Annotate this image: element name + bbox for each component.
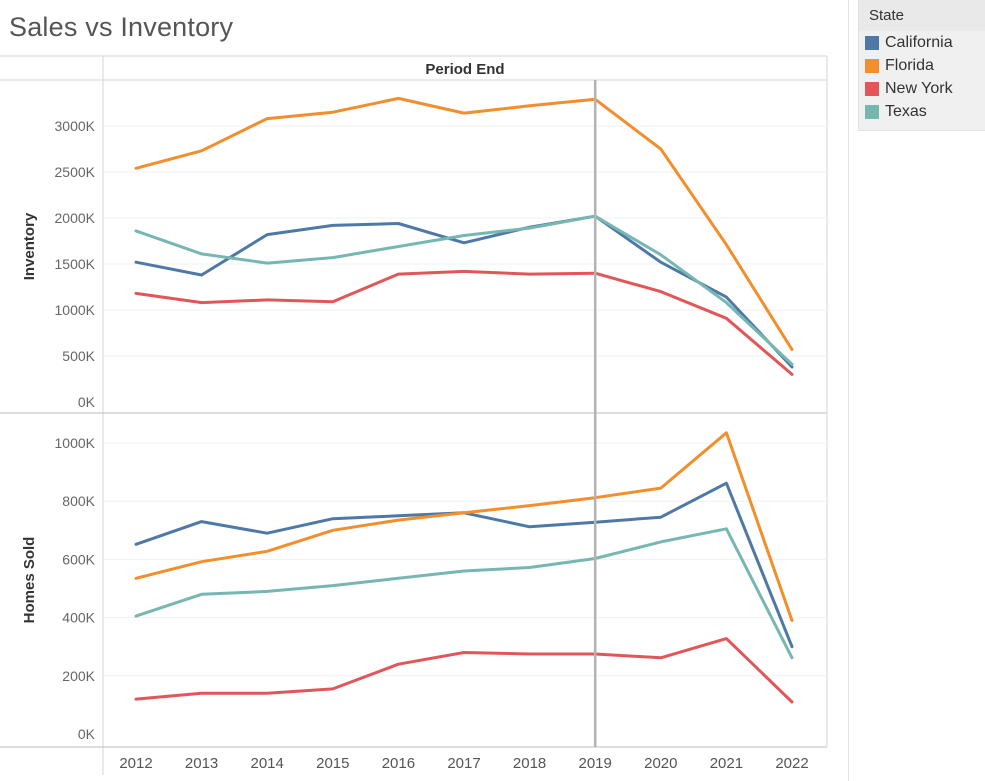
legend-item-new-york[interactable]: New York	[859, 77, 985, 100]
x-tick-label: 2017	[447, 755, 480, 772]
legend-label-florida: Florida	[885, 56, 934, 74]
legend-swatch-texas	[865, 104, 879, 119]
series-line-texas	[134, 527, 794, 660]
y-tick-label: 0K	[78, 394, 96, 410]
y-axis-label: Homes Sold	[21, 537, 38, 624]
x-tick-label: 2020	[644, 755, 677, 772]
series-line-new-york	[134, 269, 794, 376]
column-header: Period End	[425, 61, 504, 78]
x-tick-label: 2018	[513, 755, 546, 772]
x-tick-label: 2013	[185, 755, 218, 772]
y-tick-label: 800K	[62, 493, 95, 509]
legend-swatch-new-york	[865, 81, 879, 96]
legend-swatch-california	[865, 35, 879, 50]
x-tick-label: 2022	[775, 755, 808, 772]
series-line-new-york	[134, 637, 794, 704]
chart-title: Sales vs Inventory	[9, 12, 234, 42]
y-tick-label: 3000K	[55, 118, 96, 134]
legend-label-texas: Texas	[885, 102, 927, 120]
y-tick-label: 2500K	[55, 164, 96, 180]
y-tick-label: 200K	[62, 668, 95, 684]
y-tick-label: 600K	[62, 551, 95, 567]
series-line-california	[134, 214, 794, 369]
legend-item-texas[interactable]: Texas	[859, 100, 985, 123]
y-axis-label: Inventory	[21, 212, 38, 280]
legend-item-california[interactable]: California	[859, 31, 985, 54]
legend-title: State	[859, 0, 985, 31]
x-tick-label: 2019	[579, 755, 612, 772]
legend-item-florida[interactable]: Florida	[859, 54, 985, 77]
series-line-florida	[134, 96, 794, 352]
legend-label-new-york: New York	[885, 79, 953, 97]
legend-label-california: California	[885, 33, 953, 51]
legend-swatch-florida	[865, 58, 879, 73]
x-tick-label: 2021	[710, 755, 743, 772]
y-tick-label: 2000K	[55, 210, 96, 226]
x-tick-label: 2016	[382, 755, 415, 772]
series-line-florida	[134, 431, 794, 622]
y-tick-label: 1000K	[55, 435, 96, 451]
x-tick-label: 2012	[119, 755, 152, 772]
y-tick-label: 1500K	[55, 256, 96, 272]
legend: State California Florida New York Texas	[858, 0, 985, 131]
x-tick-label: 2015	[316, 755, 349, 772]
pane-divider	[848, 0, 849, 781]
x-tick-label: 2014	[251, 755, 284, 772]
series-line-texas	[134, 214, 794, 366]
y-tick-label: 0K	[78, 726, 96, 742]
series-line-california	[134, 481, 794, 649]
y-tick-label: 1000K	[55, 302, 96, 318]
y-tick-label: 400K	[62, 610, 95, 626]
y-tick-label: 500K	[62, 348, 95, 364]
line-chart: Period End 0K 500K 1000K 1500K 2000K 2500K 3000…	[0, 55, 828, 775]
